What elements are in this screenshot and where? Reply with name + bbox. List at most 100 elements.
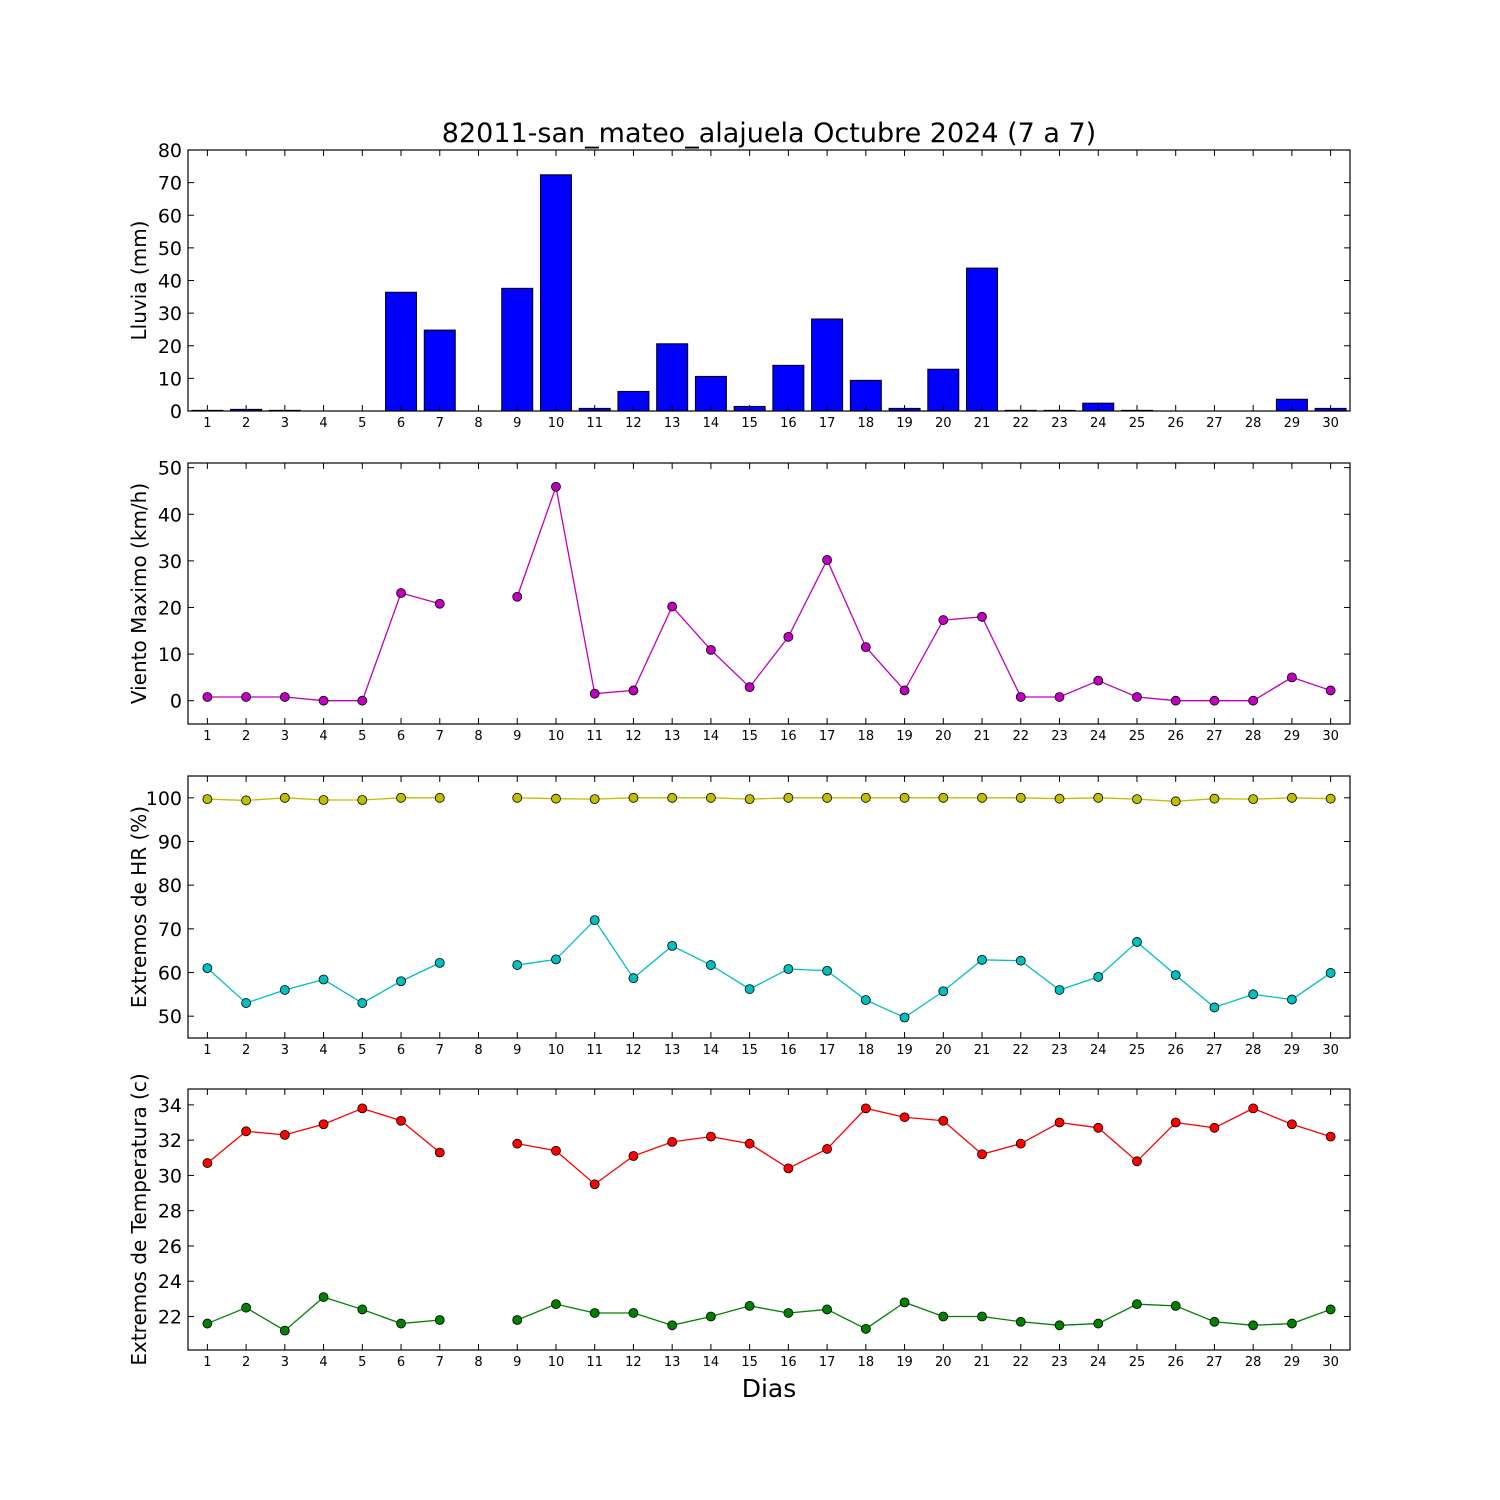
point-day-24: [1093, 792, 1104, 803]
y-tick-label: 80: [158, 875, 182, 897]
y-tick-label: 90: [158, 832, 182, 854]
point-day-19: [899, 1112, 910, 1123]
y-tick-label: 50: [158, 1006, 182, 1028]
series-1: [202, 481, 1336, 706]
x-tick-label: 3: [281, 729, 289, 744]
x-tick-label: 17: [819, 1355, 836, 1370]
point-day-2: [241, 998, 252, 1008]
point-day-22: [1015, 692, 1026, 702]
point-day-4: [318, 795, 329, 805]
point-day-30: [1325, 1304, 1336, 1315]
x-tick-label: 17: [819, 729, 836, 744]
point-day-10: [551, 954, 561, 965]
point-day-15: [744, 1138, 755, 1149]
point-day-22: [1015, 792, 1026, 803]
point-day-26: [1170, 970, 1181, 981]
point-day-14: [706, 960, 716, 970]
point-day-14: [706, 1311, 716, 1322]
point-day-19: [899, 1012, 910, 1023]
point-day-20: [938, 986, 949, 997]
point-day-25: [1132, 1299, 1142, 1310]
x-tick-label: 1: [203, 729, 211, 744]
x-tick-label: 1: [203, 1355, 211, 1370]
point-day-2: [241, 1302, 252, 1313]
point-day-7: [434, 598, 445, 609]
y-tick-label: 50: [158, 238, 182, 260]
x-tick-label: 9: [513, 729, 521, 744]
x-tick-label: 24: [1090, 1355, 1107, 1370]
point-day-25: [1132, 1156, 1142, 1167]
x-tick-label: 10: [548, 1043, 565, 1058]
x-tick-label: 4: [319, 416, 327, 431]
point-day-2: [241, 692, 252, 702]
x-tick-label: 15: [741, 1043, 758, 1058]
point-day-21: [977, 954, 987, 965]
point-day-3: [279, 692, 290, 702]
panel-frame: [187, 1088, 1351, 1351]
x-tick-label: 6: [397, 1355, 405, 1370]
point-day-1: [202, 1158, 213, 1168]
x-tick-label: 25: [1129, 1043, 1146, 1058]
bar-day-21: [966, 267, 999, 412]
x-tick-label: 2: [242, 416, 250, 431]
point-day-29: [1287, 994, 1297, 1005]
x-tick-label: 14: [703, 729, 720, 744]
point-day-26: [1170, 695, 1181, 706]
point-day-17: [822, 965, 832, 976]
point-day-15: [744, 682, 755, 693]
x-tick-label: 30: [1322, 1355, 1339, 1370]
x-tick-label: 18: [858, 1043, 875, 1058]
x-tick-label: 9: [513, 1043, 521, 1058]
point-day-19: [899, 685, 910, 696]
series-2: [202, 915, 1336, 1023]
point-day-25: [1132, 794, 1142, 805]
x-tick-label: 14: [703, 416, 720, 431]
point-day-9: [512, 960, 523, 970]
x-tick-label: 27: [1206, 1355, 1223, 1370]
point-day-9: [512, 1315, 523, 1325]
x-tick-label: 20: [935, 729, 952, 744]
y-axis-label: Extremos de Temperatura (c): [127, 1073, 151, 1365]
point-day-22: [1015, 1316, 1026, 1327]
point-day-14: [706, 792, 716, 803]
point-day-27: [1209, 1002, 1220, 1013]
y-tick-label: 0: [170, 691, 182, 713]
x-tick-label: 2: [242, 1355, 250, 1370]
x-tick-label: 26: [1167, 416, 1184, 431]
y-tick-label: 40: [158, 271, 182, 293]
point-day-5: [357, 1103, 368, 1114]
point-day-12: [628, 973, 639, 984]
point-day-9: [512, 591, 523, 602]
x-tick-label: 24: [1090, 1043, 1107, 1058]
point-day-11: [589, 688, 600, 699]
x-tick-label: 16: [780, 729, 797, 744]
x-tick-label: 20: [935, 1355, 952, 1370]
point-day-13: [667, 792, 678, 803]
point-day-6: [396, 792, 406, 803]
point-day-11: [589, 794, 600, 805]
series-2: [202, 1292, 1336, 1336]
x-tick-label: 22: [1012, 729, 1029, 744]
x-tick-label: 18: [858, 729, 875, 744]
point-day-15: [744, 1301, 755, 1311]
y-axis-label: Extremos de HR (%): [127, 806, 151, 1008]
point-day-23: [1054, 1320, 1065, 1331]
point-day-3: [279, 792, 290, 803]
x-tick-label: 22: [1012, 1355, 1029, 1370]
point-day-30: [1325, 968, 1336, 978]
point-day-13: [667, 1137, 678, 1147]
x-tick-label: 19: [896, 1355, 913, 1370]
point-day-6: [396, 976, 406, 987]
x-tick-label: 11: [586, 729, 603, 744]
chart-title: 82011-san_mateo_alajuela Octubre 2024 (7…: [442, 118, 1096, 149]
point-day-23: [1054, 1117, 1065, 1128]
y-tick-label: 80: [158, 140, 182, 162]
point-day-30: [1325, 685, 1336, 696]
point-day-14: [706, 644, 716, 655]
point-day-29: [1287, 1119, 1297, 1130]
point-day-4: [318, 695, 329, 706]
x-tick-label: 7: [436, 1355, 444, 1370]
point-day-3: [279, 1325, 290, 1336]
